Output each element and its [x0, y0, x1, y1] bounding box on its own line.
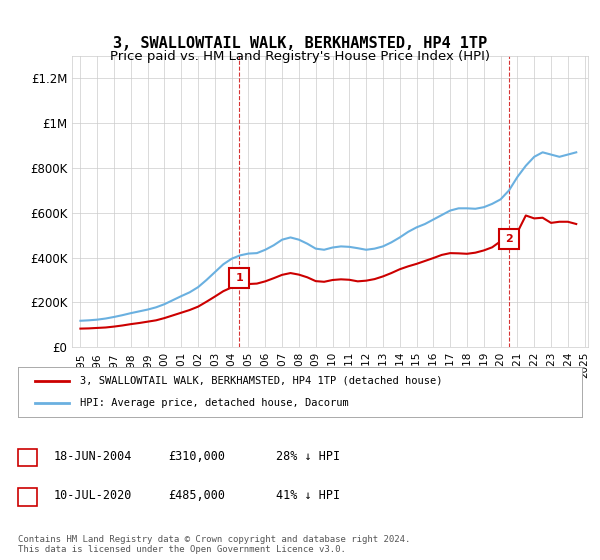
Text: 1: 1: [236, 273, 243, 283]
Text: 10-JUL-2020: 10-JUL-2020: [54, 489, 133, 502]
Text: 3, SWALLOWTAIL WALK, BERKHAMSTED, HP4 1TP: 3, SWALLOWTAIL WALK, BERKHAMSTED, HP4 1T…: [113, 36, 487, 52]
Text: £310,000: £310,000: [168, 450, 225, 463]
Text: 2: 2: [24, 491, 31, 501]
Text: 28% ↓ HPI: 28% ↓ HPI: [276, 450, 340, 463]
Text: Price paid vs. HM Land Registry's House Price Index (HPI): Price paid vs. HM Land Registry's House …: [110, 50, 490, 63]
Text: 41% ↓ HPI: 41% ↓ HPI: [276, 489, 340, 502]
Text: 2: 2: [505, 234, 513, 244]
Text: Contains HM Land Registry data © Crown copyright and database right 2024.
This d: Contains HM Land Registry data © Crown c…: [18, 535, 410, 554]
Text: HPI: Average price, detached house, Dacorum: HPI: Average price, detached house, Daco…: [80, 398, 349, 408]
Text: 3, SWALLOWTAIL WALK, BERKHAMSTED, HP4 1TP (detached house): 3, SWALLOWTAIL WALK, BERKHAMSTED, HP4 1T…: [80, 376, 443, 386]
Text: 18-JUN-2004: 18-JUN-2004: [54, 450, 133, 463]
Text: £485,000: £485,000: [168, 489, 225, 502]
Text: 1: 1: [24, 451, 31, 461]
